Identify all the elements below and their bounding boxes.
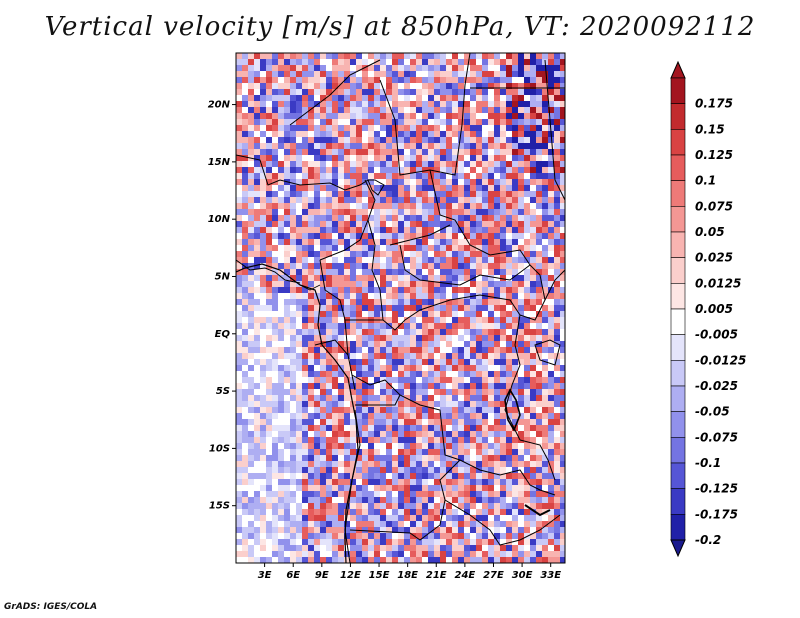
lon-label: 15E	[369, 570, 390, 581]
lon-label: 24E	[454, 570, 475, 581]
colorbar-bottom-arrow	[670, 539, 686, 558]
colorbar-label: -0.1	[695, 456, 721, 470]
colorbar-label: -0.125	[695, 482, 738, 496]
colorbar-label: -0.0125	[695, 353, 746, 367]
velocity-field	[236, 53, 565, 563]
colorbar-swatch	[670, 257, 686, 284]
colorbar: 0.175 0.15 0.125 0.1 0.075 0.05 0.025 0.0125 0.0…	[670, 60, 746, 558]
colorbar-label: 0.175	[695, 97, 733, 111]
lon-label: 30E	[512, 570, 533, 581]
lat-label: 10N	[208, 214, 231, 225]
colorbar-label: -0.005	[695, 328, 738, 342]
colorbar-label: 0.05	[695, 225, 725, 239]
colorbar-swatch	[670, 103, 686, 130]
colorbar-label: -0.2	[695, 533, 721, 547]
lon-label: 18E	[397, 570, 418, 581]
lat-label: 5N	[215, 271, 231, 282]
lat-label: 15N	[208, 157, 231, 168]
colorbar-swatch	[670, 308, 686, 335]
map-title: Vertical velocity [m/s] at 850hPa, VT: 2…	[44, 12, 756, 42]
lon-label: 33E	[540, 570, 561, 581]
colorbar-swatch	[670, 385, 686, 412]
colorbar-swatch	[670, 437, 686, 464]
colorbar-swatch	[670, 514, 686, 541]
lon-label: 3E	[258, 570, 272, 581]
lon-label: 6E	[286, 570, 300, 581]
colorbar-label: -0.025	[695, 379, 738, 393]
colorbar-label: 0.075	[695, 199, 733, 213]
colorbar-swatch	[670, 180, 686, 207]
colorbar-label: -0.05	[695, 405, 730, 419]
colorbar-swatch	[670, 462, 686, 489]
lat-label: EQ	[215, 329, 231, 340]
colorbar-swatch	[670, 411, 686, 438]
longitude-labels: 3E 6E 9E 12E 15E 18E 21E 24E 27E 30E 33E	[258, 563, 561, 581]
colorbar-label: 0.025	[695, 251, 733, 265]
colorbar-label: -0.075	[695, 430, 738, 444]
colorbar-label: 0.125	[695, 148, 733, 162]
colorbar-top-arrow	[670, 60, 686, 79]
colorbar-label: 0.15	[695, 122, 725, 136]
colorbar-swatch	[670, 334, 686, 361]
lon-label: 12E	[340, 570, 361, 581]
lon-label: 27E	[483, 570, 504, 581]
map-frame	[235, 52, 566, 564]
colorbar-label: 0.005	[695, 302, 733, 316]
latitude-labels: 20N 15N 10N 5N EQ 5S 10S 15S	[208, 100, 236, 512]
country-borders	[236, 53, 565, 563]
colorbar-swatch	[670, 206, 686, 233]
lat-label: 5S	[216, 386, 230, 397]
lat-label: 10S	[209, 443, 230, 454]
lon-label: 21E	[426, 570, 447, 581]
colorbar-swatch	[670, 360, 686, 387]
lon-label: 9E	[315, 570, 329, 581]
colorbar-swatch	[670, 77, 686, 104]
colorbar-label: -0.175	[695, 507, 738, 521]
colorbar-label: 0.1	[695, 174, 716, 188]
colorbar-swatch	[670, 154, 686, 181]
colorbar-swatch	[670, 231, 686, 258]
coastline	[236, 263, 359, 563]
lat-label: 20N	[208, 100, 231, 111]
colorbar-swatch	[670, 283, 686, 310]
lat-label: 15S	[209, 501, 230, 512]
colorbar-label: 0.0125	[695, 276, 741, 290]
colorbar-swatch	[670, 488, 686, 515]
colorbar-swatch	[670, 129, 686, 156]
grads-credit: GrADS: IGES/COLA	[4, 602, 98, 612]
